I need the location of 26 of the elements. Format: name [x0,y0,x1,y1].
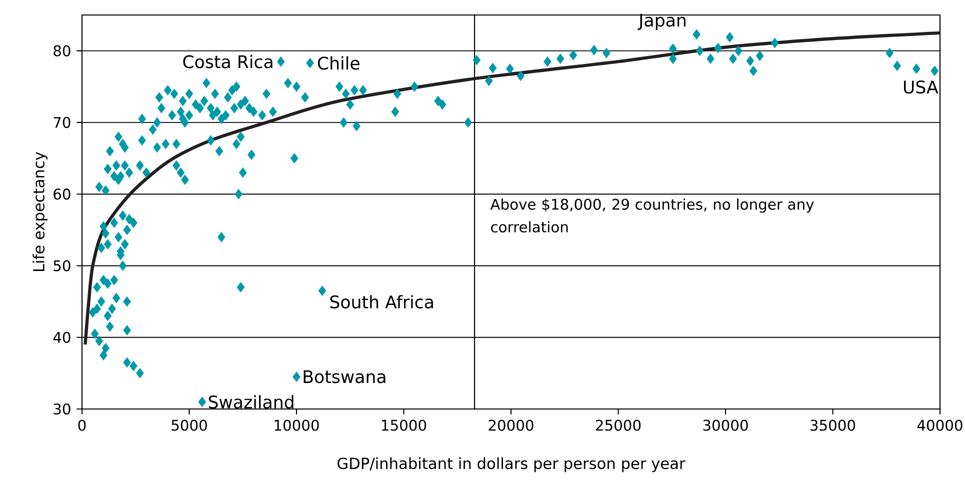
annotation: Costa Rica [183,54,272,68]
annotation: Botswana [304,370,386,384]
y-tick-label: 60 [54,188,70,200]
x-tick-label: 0 [78,420,86,431]
annotation: Japan [638,14,686,30]
annotation: USA [904,80,938,94]
annotation: Chile [318,56,360,70]
x-tick-label: 5000 [172,420,207,431]
x-tick-label: 40000 [917,420,962,431]
x-tick-label: 35000 [810,420,856,431]
annotation: South Africa [330,295,433,308]
x-axis-title: GDP/inhabitant in dollars per person per year [338,457,686,472]
x-tick-label: 30000 [703,420,748,431]
y-tick-label: 50 [54,260,70,272]
annotation: Above $18,000, 29 countries, no longer any correlation [490,198,814,232]
line-series [84,31,942,346]
x-tick-label: 25000 [596,420,641,431]
x-tick-label: 10000 [274,420,319,431]
annotation: Swaziland [208,395,294,409]
y-tick-label: 70 [54,116,70,128]
y-tick-label: 40 [53,332,70,343]
y-tick-label: 80 [54,45,70,56]
x-tick-label: 20000 [488,420,534,431]
y-tick-label: 30 [54,403,70,415]
x-tick-label: 15000 [382,420,426,431]
y-axis-title: Life expectancy [32,152,48,271]
